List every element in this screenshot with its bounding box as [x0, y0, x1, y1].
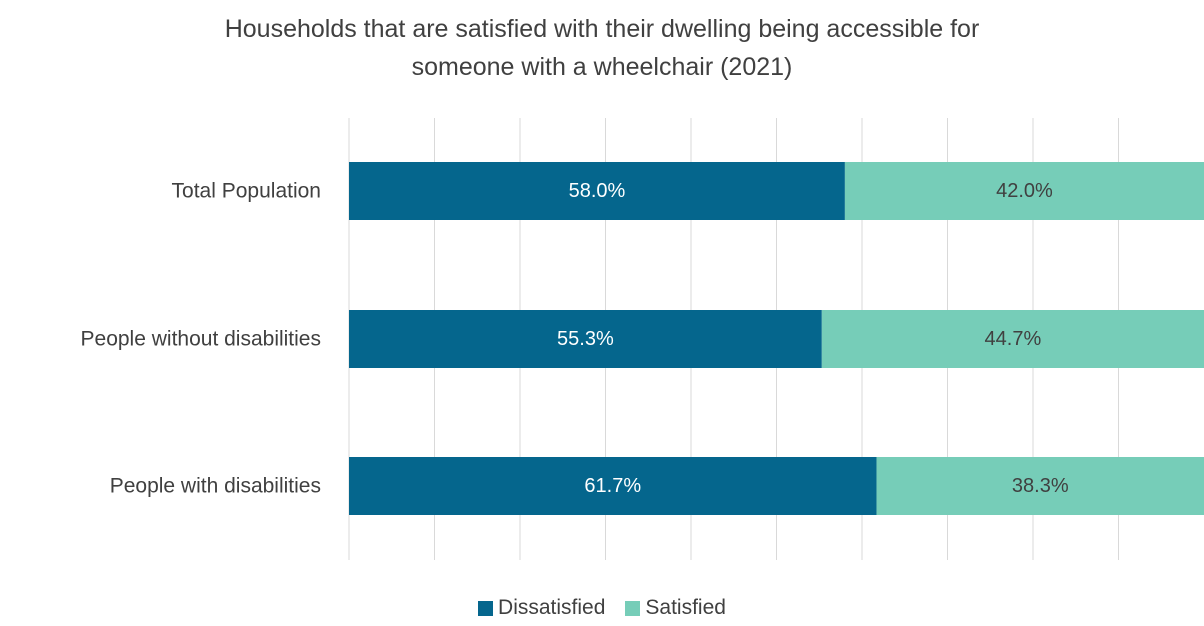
- bar-dissatisfied: [349, 457, 877, 515]
- legend-swatch-satisfied: [625, 600, 641, 616]
- bar-dissatisfied: [349, 162, 845, 220]
- legend-label-satisfied: Satisfied: [645, 596, 726, 619]
- legend-item-satisfied: Satisfied: [625, 596, 726, 620]
- chart-title: Households that are satisfied with their…: [0, 10, 1204, 86]
- data-label: 38.3%: [1012, 475, 1069, 497]
- category-label: People without disabilities: [81, 328, 321, 351]
- data-label: 58.0%: [569, 180, 626, 202]
- bar-dissatisfied: [349, 310, 822, 368]
- legend-swatch-dissatisfied: [478, 600, 494, 616]
- legend-label-dissatisfied: Dissatisfied: [498, 596, 606, 619]
- legend: Dissatisfied Satisfied: [0, 596, 1204, 620]
- chart-title-line-1: Households that are satisfied with their…: [224, 15, 980, 43]
- bar-satisfied: [876, 457, 1204, 515]
- data-label: 44.7%: [985, 328, 1042, 350]
- category-label: People with disabilities: [110, 475, 321, 498]
- data-label: 61.7%: [584, 475, 641, 497]
- legend-item-dissatisfied: Dissatisfied: [478, 596, 605, 620]
- bar-satisfied: [844, 162, 1204, 220]
- plot-area: Total Population 58.0% 42.0% People without…: [81, 118, 1204, 560]
- chart-title-line-2: someone with a wheelchair (2021): [411, 53, 793, 81]
- data-label: 55.3%: [557, 328, 614, 350]
- data-label: 42.0%: [996, 180, 1053, 202]
- category-label: Total Population: [172, 180, 321, 203]
- bar-satisfied: [821, 310, 1204, 368]
